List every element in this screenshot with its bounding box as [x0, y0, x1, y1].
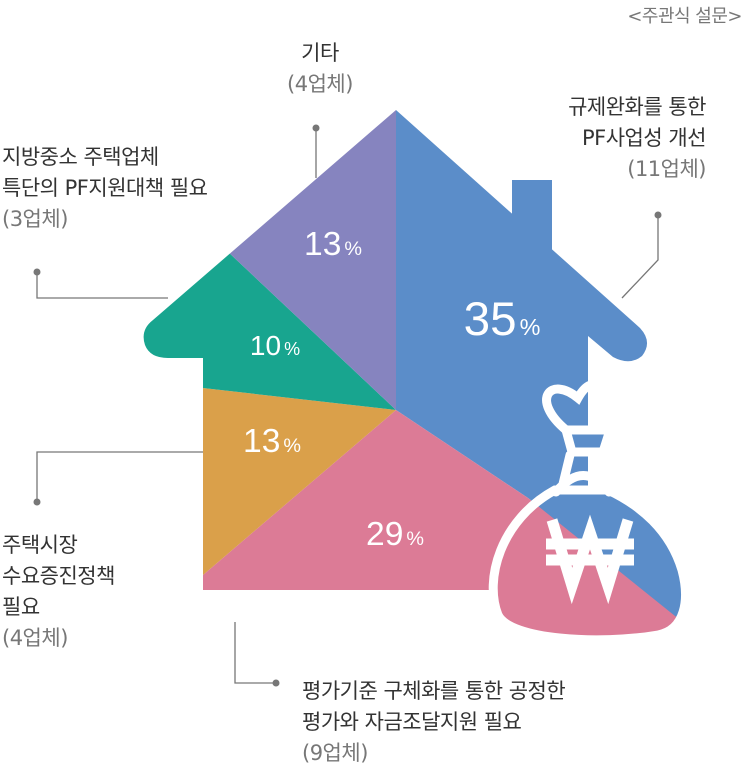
- leader-housing-demand: [36, 451, 203, 502]
- slice-percent-label: 29%: [366, 516, 424, 553]
- slice-label-blue: 규제완화를 통한 PF사업성 개선 (11업체): [568, 92, 706, 185]
- leader-regulation-easing: [621, 215, 659, 299]
- leader-dot: [33, 498, 41, 506]
- label-count: (11업체): [627, 157, 706, 181]
- leader-dot: [272, 679, 280, 687]
- label-line: PF사업성 개선: [581, 126, 707, 150]
- won-sign-icon: [546, 514, 634, 605]
- label-line: 지방중소 주택업체: [2, 145, 159, 169]
- survey-type-note: <주관식 설문>: [627, 6, 742, 27]
- slice-percent-label: 10%: [250, 330, 300, 361]
- slice-percent-label: 13%: [304, 226, 362, 263]
- label-line: 평가와 자금조달지원 필요: [302, 710, 522, 734]
- leader-evaluation-criteria: [234, 622, 276, 684]
- label-line: 기타: [301, 41, 339, 65]
- label-line: 평가기준 구체화를 통한 공정한: [302, 679, 566, 703]
- label-count: (9업체): [302, 741, 368, 765]
- label-count: (3업체): [2, 207, 68, 231]
- leader-dot: [312, 124, 320, 132]
- slice-label-pink: 평가기준 구체화를 통한 공정한 평가와 자금조달지원 필요 (9업체): [302, 676, 566, 769]
- label-line: 수요증진정책: [2, 564, 115, 588]
- label-line: 특단의 PF지원대책 필요: [2, 176, 208, 200]
- slice-percent-label: 13%: [243, 423, 301, 460]
- leader-regional-pf-support: [36, 272, 168, 299]
- slice-label-green: 지방중소 주택업체 특단의 PF지원대책 필요 (3업체): [2, 142, 208, 235]
- label-count: (4업체): [287, 72, 353, 96]
- label-count: (4업체): [2, 626, 68, 650]
- money-bag-icon: [488, 380, 690, 645]
- label-line: 주택시장: [2, 533, 78, 557]
- leader-dot: [654, 211, 662, 219]
- slice-housing-demand: [203, 388, 396, 575]
- label-line: 규제완화를 통한: [568, 95, 706, 119]
- label-line: 필요: [2, 595, 40, 619]
- slice-percent-label: 35%: [464, 293, 541, 346]
- slice-label-orange: 주택시장 수요증진정책 필요 (4업체): [2, 530, 115, 654]
- leader-dot: [33, 268, 41, 276]
- slice-label-purple: 기타 (4업체): [278, 38, 362, 100]
